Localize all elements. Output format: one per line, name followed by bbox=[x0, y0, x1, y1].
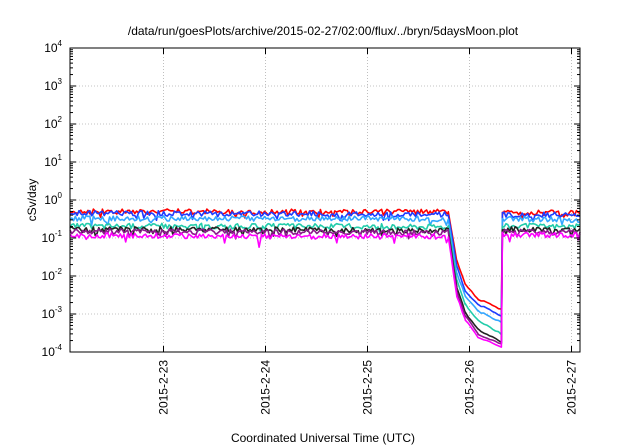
y-tick-label: 104 bbox=[44, 39, 62, 55]
y-tick-label: 10-4 bbox=[42, 343, 63, 359]
series-line bbox=[69, 231, 581, 348]
y-tick-label: 10-1 bbox=[42, 229, 63, 245]
y-tick-label: 102 bbox=[44, 115, 62, 131]
gridlines bbox=[70, 48, 580, 352]
series-line bbox=[69, 226, 581, 344]
data-series bbox=[69, 208, 581, 348]
y-tick-label: 10-2 bbox=[42, 267, 63, 283]
y-tick-label: 10-3 bbox=[42, 305, 63, 321]
x-axis: 2015-2-23 2015-2-24 2015-2-25 2015-2-26 2015… bbox=[157, 48, 579, 415]
y-tick-label: 100 bbox=[44, 191, 62, 207]
x-tick-label: 2015-2-26 bbox=[463, 360, 477, 415]
y-axis-label: cSv/day bbox=[25, 179, 39, 222]
x-tick-label: 2015-2-25 bbox=[361, 360, 375, 415]
y-tick-label: 103 bbox=[44, 77, 62, 93]
x-tick-label: 2015-2-23 bbox=[157, 360, 171, 415]
series-line bbox=[69, 228, 581, 345]
series-line bbox=[69, 208, 581, 311]
chart-title: /data/run/goesPlots/archive/2015-02-27/0… bbox=[128, 24, 519, 38]
x-tick-label: 2015-2-27 bbox=[565, 360, 579, 415]
series-line bbox=[69, 209, 581, 317]
series-line bbox=[69, 222, 581, 336]
x-tick-label: 2015-2-24 bbox=[259, 360, 273, 415]
x-axis-label: Coordinated Universal Time (UTC) bbox=[231, 431, 415, 445]
y-axis: 10-4 10-3 10-2 10-1 100 101 102 103 104 bbox=[42, 39, 580, 359]
y-tick-label: 101 bbox=[44, 153, 62, 169]
